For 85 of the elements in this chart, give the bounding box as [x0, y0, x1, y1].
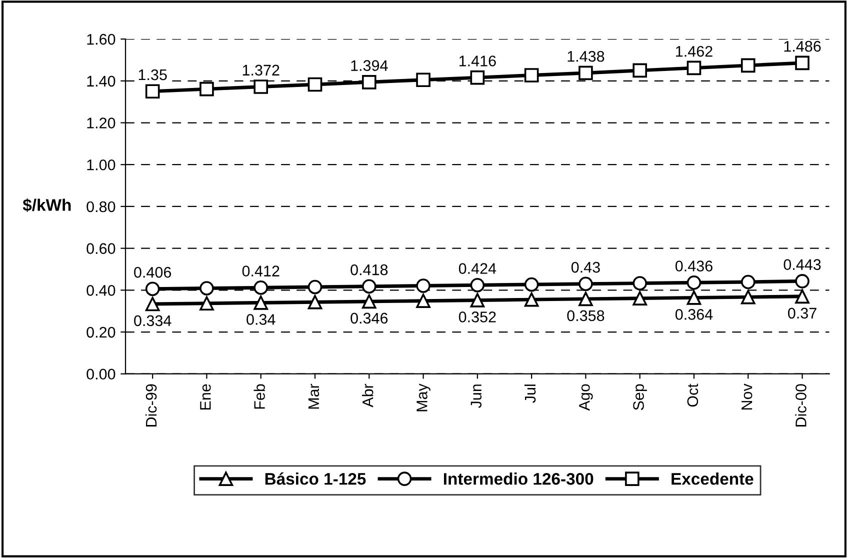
data-label: 1.394: [351, 60, 388, 71]
point: [145, 282, 160, 296]
point: [362, 75, 376, 90]
x-tick-label: Jun: [470, 384, 482, 408]
point: [362, 294, 376, 309]
y-axis-title: $/kWh: [22, 198, 71, 212]
point: [470, 278, 485, 292]
point: [308, 294, 322, 310]
y-tick-label: 1.60: [87, 34, 116, 45]
point: [686, 60, 702, 76]
x-tick-label: Mar: [308, 384, 320, 409]
x-tick-label: Jul: [524, 384, 536, 403]
y-tick-label: 0.80: [86, 201, 116, 212]
point: [578, 276, 593, 292]
x-tick-label: Dic-00: [795, 384, 806, 426]
point: [578, 66, 593, 80]
point: [524, 68, 539, 82]
x-tick-label: Abr: [362, 384, 374, 408]
data-label: 0.352: [458, 312, 496, 322]
point: [470, 293, 485, 308]
data-label: 1.35: [138, 69, 167, 80]
point: [200, 281, 214, 296]
y-tick-label: 1.00: [87, 159, 116, 170]
point: [686, 275, 702, 290]
point: [740, 290, 756, 304]
point: [578, 292, 593, 306]
point: [740, 274, 756, 290]
point: [254, 80, 268, 94]
point: [416, 294, 430, 308]
point: [308, 77, 322, 92]
data-label: 1.486: [784, 40, 821, 52]
point: [632, 291, 648, 306]
data-label: 0.346: [350, 312, 388, 324]
y-tick-label: 0.20: [86, 326, 116, 338]
data-label: 1.416: [459, 56, 496, 66]
point: [795, 274, 810, 288]
point: [416, 72, 430, 88]
data-label: 0.424: [458, 263, 496, 274]
point: [254, 280, 268, 295]
data-label: 0.364: [675, 309, 713, 320]
data-label: 1.438: [568, 50, 604, 62]
point: [632, 63, 648, 78]
point: [795, 289, 810, 304]
x-tick-label: Ago: [579, 384, 593, 411]
y-tick-label: 0.00: [86, 368, 116, 380]
data-label: 0.412: [242, 266, 280, 276]
legend-label: Básico 1-125: [265, 472, 366, 485]
data-label: 0.43: [571, 262, 600, 273]
point: [145, 296, 160, 312]
x-tick-label: May: [416, 384, 430, 412]
data-label: 0.443: [784, 259, 821, 270]
data-label: 0.37: [788, 308, 816, 319]
data-label: 0.34: [246, 314, 276, 325]
point: [200, 296, 214, 310]
point: [795, 56, 810, 70]
data-label: 0.358: [567, 310, 604, 322]
point: [416, 278, 430, 293]
data-label: 0.334: [134, 315, 172, 326]
y-tick-label: 1.40: [87, 76, 116, 87]
y-tick-label: 0.40: [86, 285, 116, 296]
point: [362, 279, 376, 294]
data-label: 0.406: [134, 266, 172, 278]
data-label: 0.436: [675, 260, 712, 272]
data-label: 0.418: [350, 264, 388, 276]
point: [524, 292, 539, 307]
point: [470, 70, 485, 85]
point: [524, 277, 539, 292]
point: [145, 84, 160, 99]
x-tick-label: Nov: [742, 384, 752, 410]
data-label: 1.462: [676, 46, 712, 57]
x-tick-label: Feb: [254, 384, 265, 409]
x-tick-label: Sep: [633, 384, 647, 410]
legend-label: Excedente: [672, 472, 754, 485]
point: [308, 280, 322, 294]
point: [740, 58, 756, 73]
x-tick-label: Ene: [200, 384, 211, 410]
point: [200, 82, 214, 96]
legend-label: Intermedio 126-300: [444, 472, 594, 485]
point: [632, 276, 648, 290]
x-tick-label: Dic-99: [145, 384, 157, 426]
y-tick-label: 1.20: [87, 118, 116, 128]
point: [254, 296, 268, 310]
y-tick-label: 0.60: [86, 243, 116, 254]
data-label: 1.372: [242, 64, 280, 76]
x-tick-label: Oct: [687, 384, 698, 407]
